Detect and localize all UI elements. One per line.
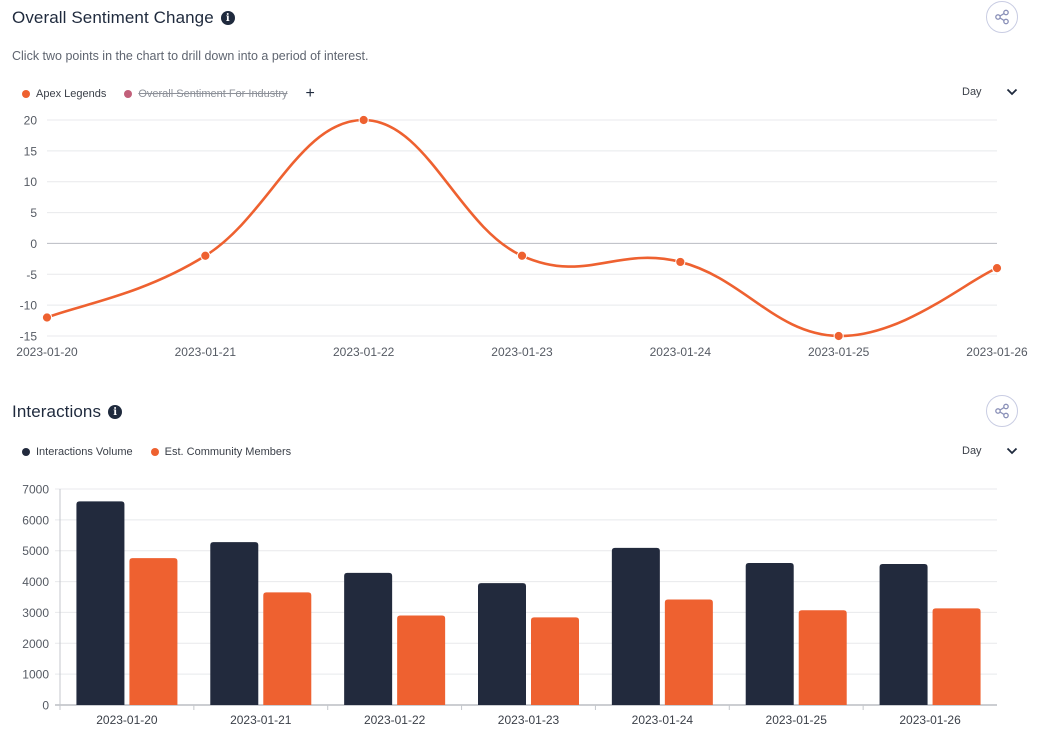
- legend-label: Est. Community Members: [164, 446, 292, 458]
- x-tick-label: 2023-01-20: [16, 345, 78, 359]
- legend-dot-icon: [150, 448, 159, 456]
- y-tick-label: -15: [20, 330, 38, 344]
- x-tick-label: 2023-01-26: [899, 713, 961, 727]
- legend-item-apex-legends[interactable]: Apex Legends: [22, 88, 106, 100]
- legend-dot-icon: [124, 90, 133, 98]
- sentiment-panel: Overall Sentiment Change i Click two poi…: [0, 0, 1045, 380]
- bar-community-members[interactable]: [129, 558, 178, 705]
- y-tick-label: 1000: [22, 668, 49, 682]
- y-tick-label: 15: [24, 144, 38, 158]
- legend-item-interactions-volume[interactable]: Interactions Volume: [22, 446, 133, 458]
- y-tick-label: 10: [24, 175, 38, 189]
- bar-community-members[interactable]: [798, 610, 847, 705]
- x-tick-label: 2023-01-24: [650, 345, 712, 359]
- bar-interactions-volume[interactable]: [210, 542, 259, 705]
- bar-interactions-volume[interactable]: [879, 563, 928, 705]
- x-tick-label: 2023-01-26: [966, 345, 1028, 359]
- interactions-share-button[interactable]: [986, 395, 1018, 427]
- share-icon: [995, 9, 1009, 25]
- y-tick-label: 2000: [22, 637, 49, 651]
- range-select-value: Day: [962, 86, 982, 98]
- info-icon[interactable]: i: [220, 11, 235, 25]
- x-tick-label: 2023-01-21: [175, 345, 237, 359]
- chevron-down-icon: [1006, 447, 1017, 455]
- data-point[interactable]: [675, 256, 686, 268]
- bar-community-members[interactable]: [531, 617, 579, 705]
- legend-label: Overall Sentiment For Industry: [138, 88, 288, 100]
- y-tick-label: 0: [30, 237, 37, 251]
- x-tick-label: 2023-01-23: [498, 713, 560, 727]
- x-tick-label: 2023-01-22: [333, 345, 395, 359]
- y-tick-label: 0: [42, 699, 49, 713]
- interactions-range-select[interactable]: Day: [962, 445, 1018, 457]
- y-tick-label: -5: [26, 268, 37, 282]
- info-icon[interactable]: i: [108, 405, 123, 419]
- interactions-title-row: Interactions i: [12, 402, 123, 422]
- sentiment-range-select[interactable]: Day: [962, 86, 1018, 98]
- bar-community-members[interactable]: [932, 608, 981, 705]
- y-tick-label: 5: [30, 206, 37, 220]
- data-point[interactable]: [516, 250, 528, 261]
- y-tick-label: -10: [20, 299, 38, 313]
- legend-dot-icon: [22, 448, 30, 456]
- x-tick-label: 2023-01-25: [808, 345, 870, 359]
- data-point[interactable]: [833, 330, 844, 342]
- bar-community-members[interactable]: [263, 592, 312, 705]
- y-tick-label: 4000: [22, 575, 49, 589]
- legend-dot-icon: [22, 90, 30, 98]
- x-tick-label: 2023-01-24: [632, 713, 694, 727]
- y-tick-label: 7000: [22, 483, 49, 497]
- data-point[interactable]: [41, 312, 53, 323]
- x-tick-label: 2023-01-20: [96, 713, 158, 727]
- add-series-button[interactable]: +: [305, 85, 315, 102]
- data-point[interactable]: [991, 263, 1003, 274]
- sentiment-title: Overall Sentiment Change: [12, 8, 214, 27]
- bar-interactions-volume[interactable]: [611, 547, 660, 705]
- x-tick-label: 2023-01-21: [230, 713, 292, 727]
- y-tick-label: 3000: [22, 606, 49, 620]
- interactions-legend: Interactions Volume Est. Community Membe…: [22, 446, 291, 458]
- bar-interactions-volume[interactable]: [344, 572, 393, 705]
- legend-label: Interactions Volume: [36, 446, 133, 458]
- data-point[interactable]: [200, 250, 211, 261]
- bar-interactions-volume[interactable]: [76, 501, 125, 705]
- interactions-title: Interactions: [12, 402, 102, 421]
- share-icon: [995, 403, 1009, 419]
- x-tick-label: 2023-01-25: [766, 713, 828, 727]
- interactions-bar-chart[interactable]: 7000 6000 5000 4000 3000 2000 1000 0 2023-01-20 2…: [0, 380, 1045, 739]
- y-tick-label: 20: [24, 114, 38, 128]
- bar-interactions-volume[interactable]: [478, 583, 526, 705]
- interactions-panel: Interactions i Interactions Volume Est. …: [0, 380, 1045, 739]
- sentiment-share-button[interactable]: [986, 1, 1018, 33]
- y-tick-label: 5000: [22, 544, 49, 558]
- y-tick-label: 6000: [22, 513, 49, 527]
- range-select-value: Day: [962, 445, 982, 457]
- x-tick-label: 2023-01-22: [364, 713, 426, 727]
- x-tick-label: 2023-01-23: [491, 345, 553, 359]
- sentiment-legend: Apex Legends Overall Sentiment For Indus…: [22, 85, 315, 102]
- legend-item-industry-sentiment[interactable]: Overall Sentiment For Industry: [124, 88, 288, 100]
- legend-label: Apex Legends: [36, 88, 107, 100]
- bar-community-members[interactable]: [664, 599, 713, 705]
- chevron-down-icon: [1006, 88, 1017, 96]
- sentiment-title-row: Overall Sentiment Change i: [12, 8, 235, 28]
- legend-item-community-members[interactable]: Est. Community Members: [150, 446, 292, 458]
- bar-community-members[interactable]: [397, 615, 446, 705]
- data-point[interactable]: [358, 114, 369, 126]
- bar-interactions-volume[interactable]: [745, 563, 794, 705]
- sentiment-subtitle: Click two points in the chart to drill d…: [12, 49, 369, 63]
- series-line: [46, 118, 998, 338]
